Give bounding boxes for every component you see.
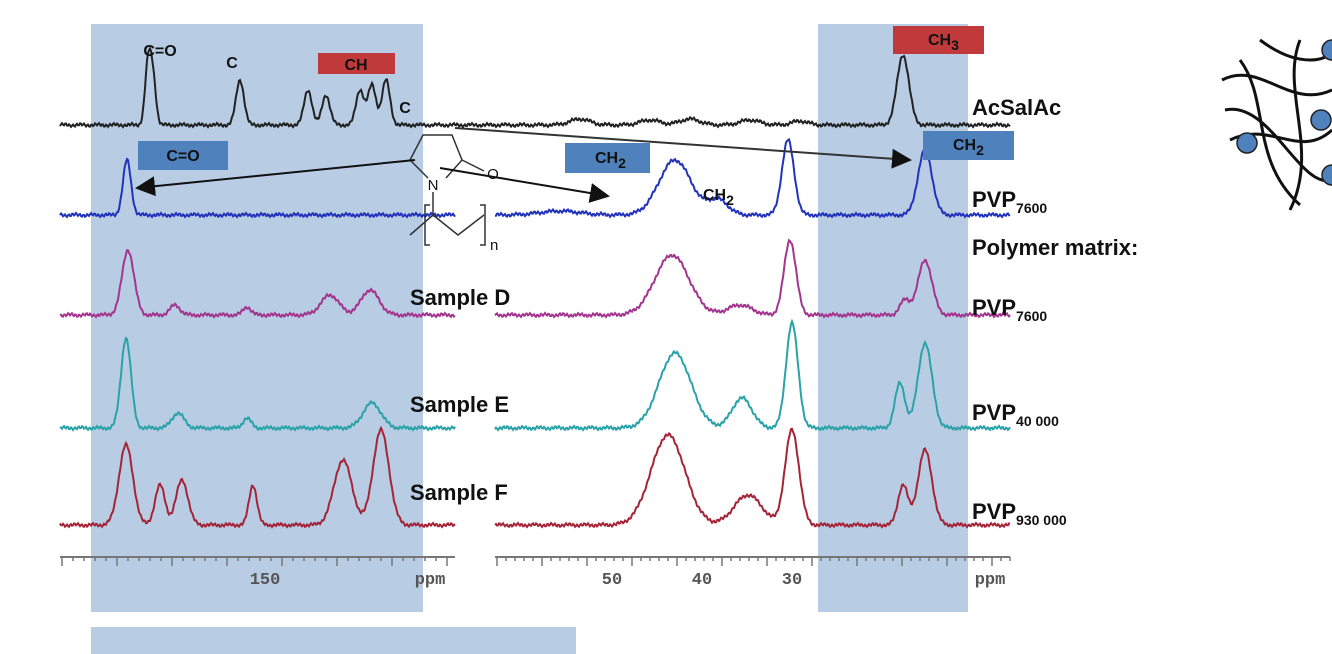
peak-label-base: CH: [595, 150, 618, 167]
peak-label: CH2: [953, 137, 984, 158]
label-box: [565, 143, 650, 173]
peak-label-sub: 2: [618, 155, 626, 171]
label-sub: 40 000: [1016, 413, 1059, 429]
peak-label-base: CH: [703, 187, 726, 204]
spectrum-trace: [59, 425, 456, 529]
sample-label: Sample D: [410, 285, 510, 310]
spectrum-label: AcSalAc: [972, 95, 1061, 120]
highlight-band: [818, 24, 968, 612]
spectrum-trace: [59, 249, 456, 319]
network-icon: [1221, 38, 1332, 211]
peak-label: C: [226, 55, 238, 72]
axis-unit: ppm: [415, 571, 446, 590]
particle: [1236, 132, 1258, 154]
label-base: PVP: [972, 400, 1016, 425]
spectrum-trace: [494, 427, 1011, 529]
chain: [1288, 39, 1304, 211]
particle: [1321, 39, 1332, 61]
spectrum-trace: [494, 318, 1011, 432]
sample-label: Sample F: [410, 480, 508, 505]
spectrum-label: PVP7600: [972, 187, 1047, 216]
bracket: [424, 204, 430, 246]
highlight-band: [91, 627, 576, 654]
spectrum-trace: [59, 46, 1011, 129]
label-box: [138, 141, 228, 170]
sample-label: Sample E: [410, 392, 509, 417]
label-box: [318, 53, 395, 74]
particle: [1321, 164, 1332, 186]
chain-bond: [409, 214, 485, 236]
label-box: [893, 26, 984, 54]
tick-label: 40: [692, 571, 712, 590]
molecule: [409, 134, 486, 246]
spectrum-label: PVP7600: [972, 295, 1047, 324]
spectrum-trace: [59, 157, 456, 219]
label-box: [923, 131, 1014, 160]
spectrum-label: PVP930 000: [972, 499, 1067, 528]
axis-unit: ppm: [975, 571, 1006, 590]
chain: [1238, 59, 1302, 207]
peak-label: C=O: [143, 43, 176, 60]
arrow: [135, 159, 416, 197]
label-base: PVP: [972, 499, 1016, 524]
bond: [461, 159, 485, 172]
atom-label: O: [487, 166, 499, 183]
peak-label-sub: 2: [726, 192, 734, 208]
peak-label: C=O: [166, 148, 199, 165]
peak-label: CH2: [595, 150, 626, 171]
polymer-matrix-label: Polymer matrix:: [972, 235, 1138, 260]
arrow: [454, 127, 912, 169]
spectra: [59, 46, 1011, 529]
peak-label-base: CH: [953, 137, 976, 154]
chain: [1224, 107, 1332, 183]
spectrum-label: PVP40 000: [972, 400, 1059, 429]
peak-label: CH2: [703, 187, 734, 208]
peak-label: CH3: [928, 32, 959, 53]
label-base: PVP: [972, 187, 1016, 212]
label-base: PVP: [972, 295, 1016, 320]
peak-label-sub: 2: [976, 142, 984, 158]
label-sub: 7600: [1016, 308, 1047, 324]
peak-label: C: [399, 100, 411, 117]
label-sub: 7600: [1016, 200, 1047, 216]
peak-label-sub: 3: [951, 37, 959, 53]
particle: [1310, 109, 1332, 131]
atom-label: N: [428, 177, 439, 194]
peak-label-base: CH: [928, 32, 951, 49]
peak-label: CH: [344, 57, 367, 74]
spectrum-trace: [59, 336, 456, 432]
label-sub: 930 000: [1016, 512, 1067, 528]
spectrum-trace: [494, 238, 1011, 319]
highlight-band: [91, 24, 423, 612]
tick-label: 50: [602, 571, 622, 590]
ring-bond: [409, 134, 463, 179]
arrow: [439, 167, 610, 203]
chain: [1221, 73, 1332, 97]
tick-label: 30: [782, 571, 802, 590]
tick-label: 150: [250, 571, 281, 590]
repeat-label: n: [490, 237, 498, 254]
bracket: [480, 204, 486, 246]
